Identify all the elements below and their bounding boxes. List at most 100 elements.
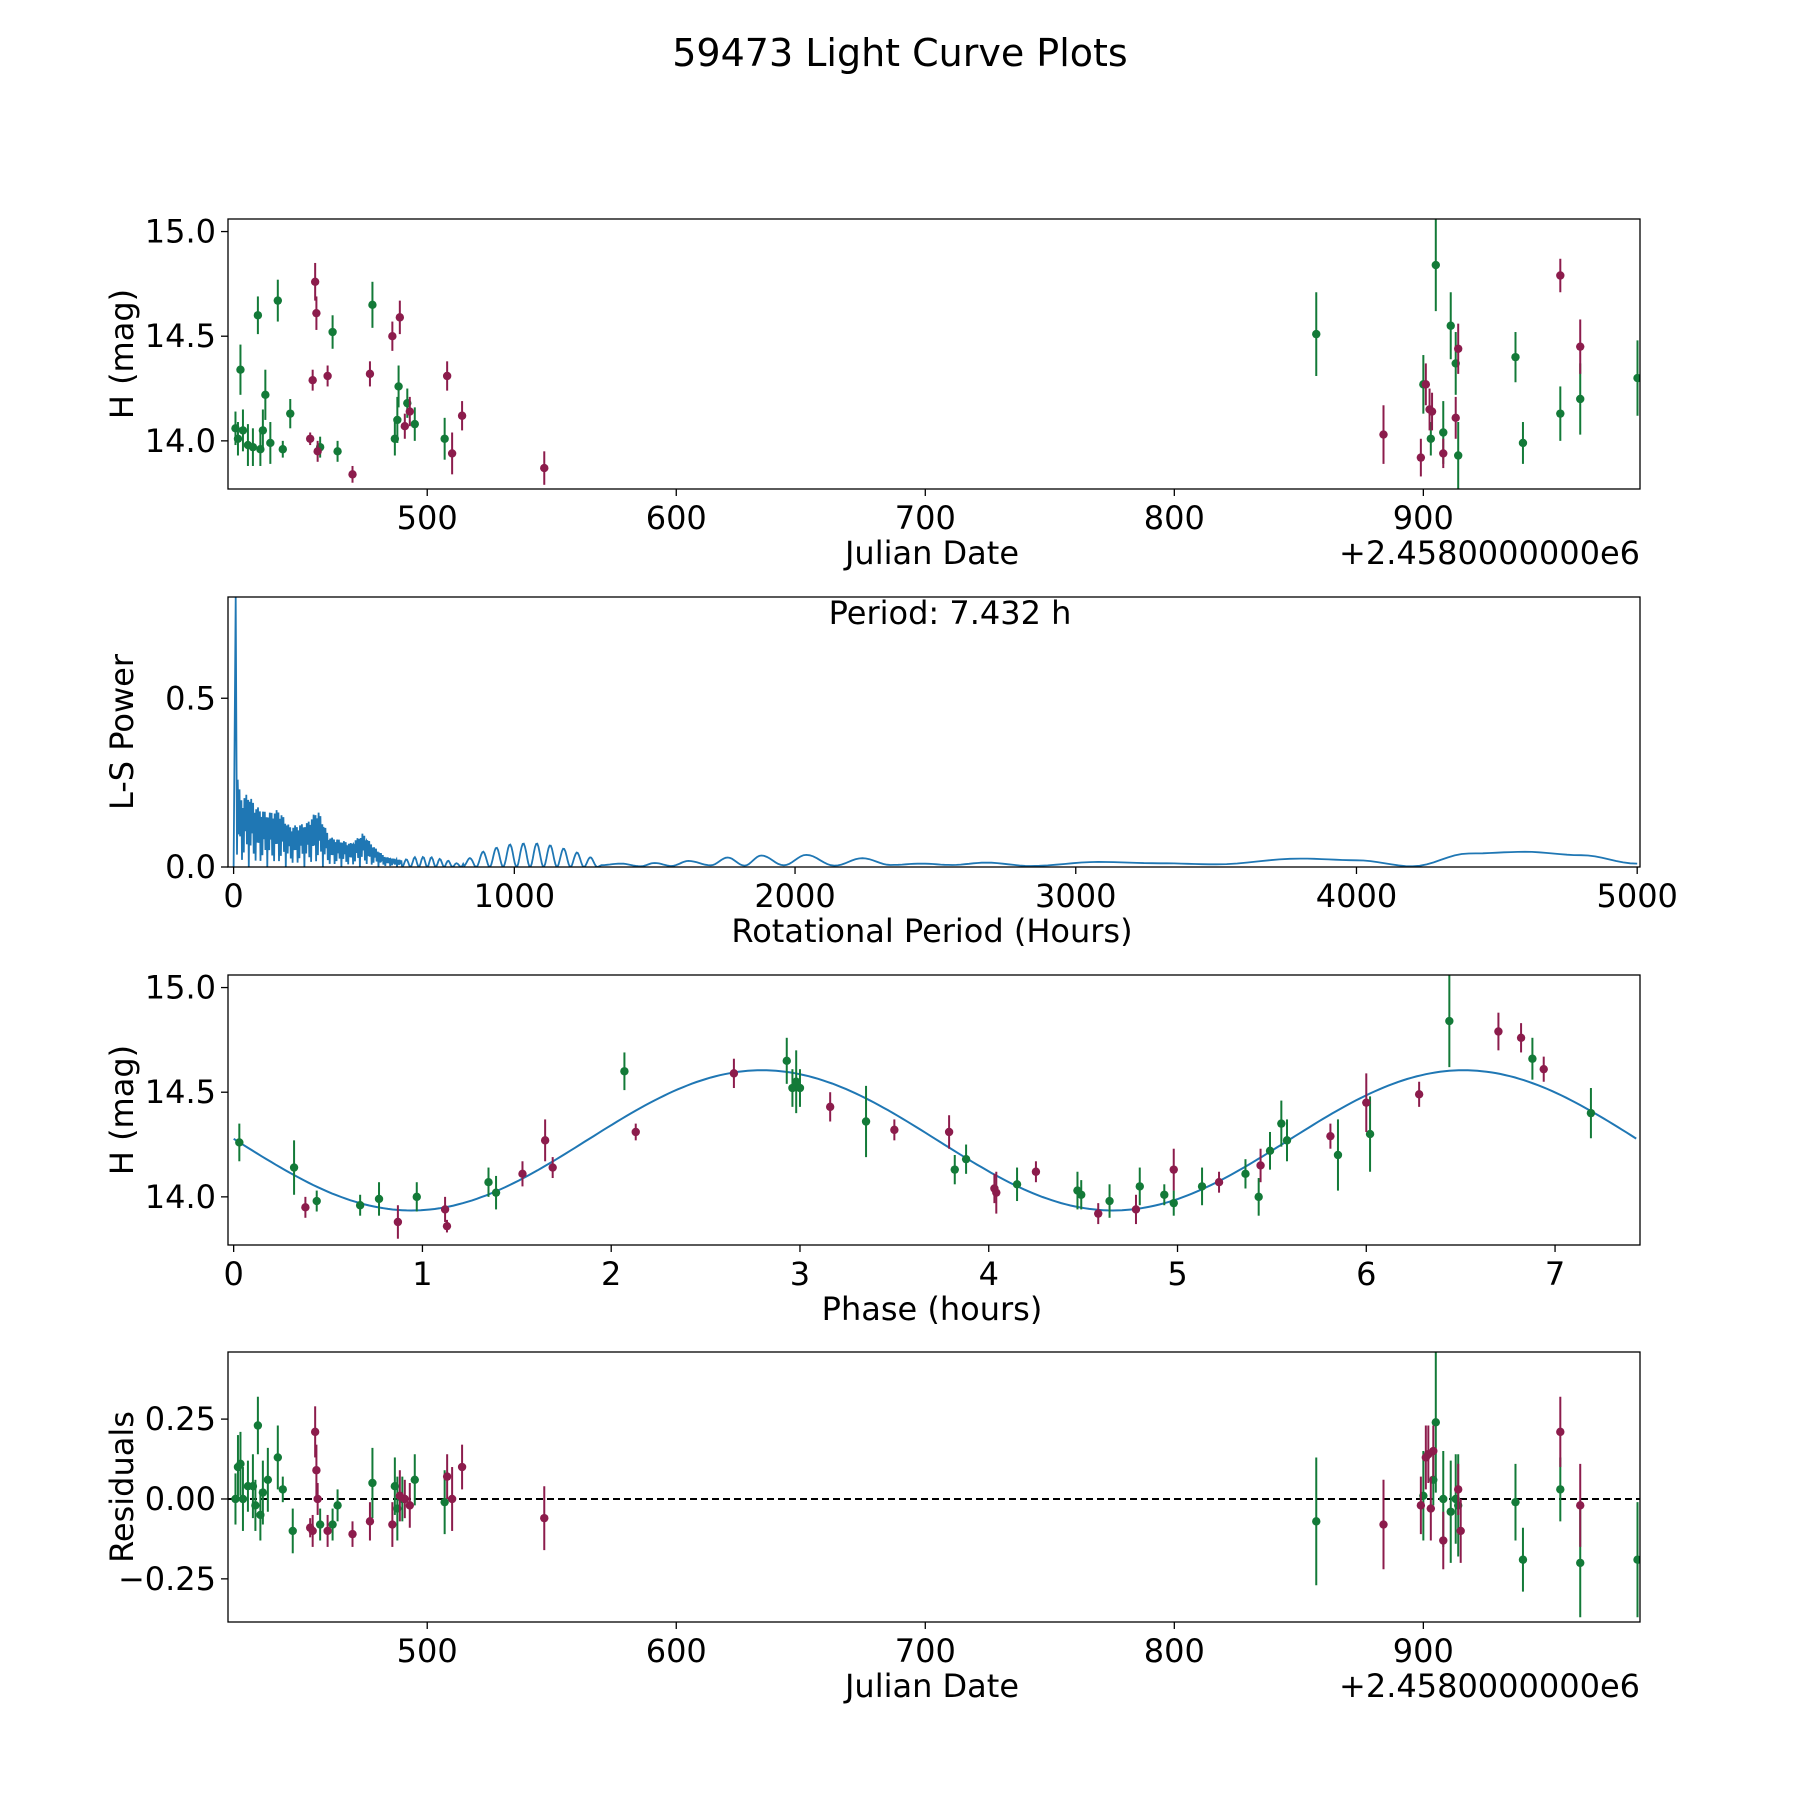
data-point — [1576, 342, 1585, 351]
plot-area — [233, 975, 1637, 1239]
plot-area — [228, 1352, 1640, 1618]
data-point — [1454, 451, 1463, 460]
x-tick-label: 600 — [646, 1632, 707, 1670]
data-point — [365, 1517, 375, 1526]
data-point — [1241, 1169, 1250, 1179]
series-red — [305, 258, 1585, 485]
data-point — [388, 1520, 397, 1529]
data-point — [315, 1520, 325, 1529]
data-point — [238, 1494, 248, 1504]
x-offset-text: +2.4580000000e6 — [1339, 1667, 1640, 1705]
x-tick-label: 7 — [1545, 1255, 1565, 1293]
data-point — [236, 365, 245, 374]
data-point — [540, 1136, 550, 1145]
data-point — [861, 1117, 871, 1126]
data-point — [1446, 1507, 1455, 1516]
data-point — [1365, 1129, 1375, 1139]
data-point — [301, 1203, 310, 1212]
y-tick-label: 0.25 — [145, 1400, 216, 1438]
axes-frame — [227, 974, 1641, 1246]
data-point — [548, 1163, 557, 1172]
y-tick-label: 15.0 — [145, 969, 216, 1007]
data-point — [442, 1472, 452, 1481]
data-point — [457, 411, 467, 420]
data-point — [1426, 434, 1436, 443]
data-point — [1431, 1418, 1440, 1427]
data-point — [992, 1188, 1001, 1197]
x-tick-label: 6 — [1356, 1255, 1376, 1293]
data-point — [348, 1529, 357, 1539]
data-point — [1379, 1520, 1388, 1529]
data-point — [278, 445, 287, 454]
y-tick-label: 14.0 — [145, 1178, 216, 1216]
x-tick-label: 2 — [601, 1255, 621, 1293]
data-point — [1576, 1558, 1585, 1568]
data-point — [312, 1196, 321, 1206]
data-point — [368, 1478, 377, 1488]
y-axis-label: H (mag) — [103, 1045, 141, 1175]
data-point — [236, 1459, 245, 1469]
data-point — [400, 1494, 410, 1504]
series-green — [235, 975, 1596, 1218]
data-point — [484, 1178, 493, 1187]
data-point — [308, 1526, 317, 1536]
data-point — [1197, 1182, 1207, 1191]
axes-frame — [227, 218, 1641, 490]
data-point — [263, 1475, 273, 1485]
data-point — [1131, 1205, 1141, 1214]
power-spectrum-line — [232, 597, 1638, 867]
data-point — [1539, 1064, 1548, 1074]
data-point — [1265, 1146, 1275, 1156]
data-point — [1451, 413, 1460, 423]
data-point — [1077, 1190, 1086, 1199]
x-tick-label: 4 — [979, 1255, 999, 1293]
data-point — [313, 447, 322, 456]
x-tick-label: 800 — [1144, 1632, 1205, 1670]
x-tick-label: 700 — [895, 1632, 956, 1670]
data-point — [457, 1462, 467, 1472]
data-point — [278, 1485, 287, 1494]
series-red — [305, 1396, 1585, 1570]
x-tick-label: 500 — [397, 499, 458, 537]
data-point — [1494, 1027, 1503, 1036]
data-point — [233, 434, 243, 443]
data-point — [333, 447, 342, 456]
data-point — [518, 1169, 527, 1179]
data-point — [365, 369, 375, 379]
data-point — [1439, 449, 1448, 458]
data-point — [273, 1453, 283, 1462]
data-point — [310, 1427, 320, 1437]
data-point — [395, 313, 405, 322]
data-point — [328, 1520, 337, 1529]
data-point — [1528, 1054, 1537, 1063]
data-point — [393, 415, 402, 425]
x-tick-label: 800 — [1144, 499, 1205, 537]
y-axis-label: H (mag) — [103, 289, 141, 419]
data-point — [1362, 1098, 1371, 1107]
period-annotation: Period: 7.432 h — [829, 594, 1072, 632]
data-point — [405, 407, 414, 416]
data-point — [540, 1513, 549, 1523]
data-point — [1135, 1182, 1144, 1191]
data-point — [1511, 1497, 1520, 1507]
data-point — [1446, 321, 1455, 330]
data-point — [1426, 1504, 1436, 1513]
data-point — [1511, 352, 1520, 362]
data-point — [1454, 344, 1463, 353]
data-point — [1169, 1165, 1178, 1174]
data-point — [248, 442, 258, 452]
data-point — [1012, 1180, 1022, 1189]
data-point — [405, 1501, 414, 1510]
data-point — [491, 1188, 501, 1197]
y-axis-label: L-S Power — [103, 653, 141, 810]
sinusoid-fit-line — [233, 1069, 1637, 1212]
data-point — [253, 1421, 263, 1430]
data-point — [1445, 1016, 1454, 1026]
data-point — [1169, 1198, 1178, 1208]
x-tick-label: 500 — [397, 1632, 458, 1670]
data-point — [788, 1083, 797, 1093]
data-point — [328, 327, 337, 337]
data-point — [1256, 1161, 1265, 1170]
x-tick-label: 900 — [1393, 499, 1454, 537]
x-tick-label: 2000 — [754, 877, 835, 915]
